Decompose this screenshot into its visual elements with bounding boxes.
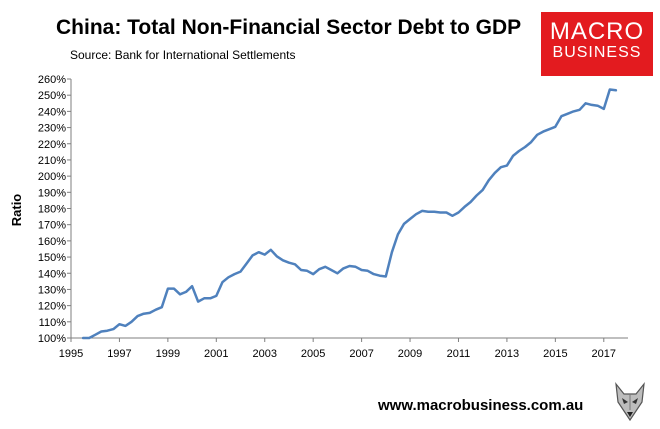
x-tick-label: 2017 <box>592 348 616 360</box>
x-tick-label: 2009 <box>398 348 422 360</box>
fox-logo-icon <box>615 382 645 422</box>
y-tick-label: 130% <box>38 284 66 296</box>
y-tick-label: 210% <box>38 155 66 167</box>
y-tick-label: 230% <box>38 123 66 135</box>
x-tick-label: 2007 <box>349 348 373 360</box>
y-tick-label: 120% <box>38 301 66 313</box>
debt-ratio-series-line <box>81 88 618 340</box>
y-tick-label: 150% <box>38 252 66 264</box>
x-tick-label: 2011 <box>447 348 471 360</box>
x-tick-label: 2005 <box>301 348 325 360</box>
y-tick-label: 260% <box>38 74 66 86</box>
x-tick-label: 1995 <box>59 348 83 360</box>
y-tick-label: 200% <box>38 171 66 183</box>
logo-line-2: BUSINESS <box>552 44 642 61</box>
chart-title: China: Total Non-Financial Sector Debt t… <box>56 16 522 39</box>
y-tick-label: 220% <box>38 139 66 151</box>
logo-line-1: MACRO <box>549 18 645 45</box>
x-tick-label: 2013 <box>495 348 519 360</box>
website-link[interactable]: www.macrobusiness.com.au <box>378 397 584 414</box>
x-tick-label: 2001 <box>204 348 228 360</box>
y-tick-label: 250% <box>38 90 66 102</box>
y-tick-label: 190% <box>38 187 66 199</box>
debt-line-chart: Ratio 100% 110% 120% 130% 140% 150% 160% 170% 18… <box>9 74 628 360</box>
x-tick-label: 1999 <box>156 348 180 360</box>
y-axis-label: Ratio <box>9 194 24 227</box>
y-tick-label: 100% <box>38 333 66 345</box>
y-tick-label: 140% <box>38 268 66 280</box>
y-tick-label: 180% <box>38 204 66 216</box>
chart-subtitle: Source: Bank for International Settlemen… <box>70 48 296 62</box>
x-tick-label: 2003 <box>252 348 276 360</box>
x-tick-label: 1997 <box>107 348 131 360</box>
y-tick-label: 160% <box>38 236 66 248</box>
x-tick-label: 2015 <box>543 348 567 360</box>
y-tick-label: 170% <box>38 220 66 232</box>
y-tick-label: 240% <box>38 106 66 118</box>
macrobusiness-logo: MACRO BUSINESS <box>541 12 653 76</box>
y-tick-label: 110% <box>39 317 67 329</box>
